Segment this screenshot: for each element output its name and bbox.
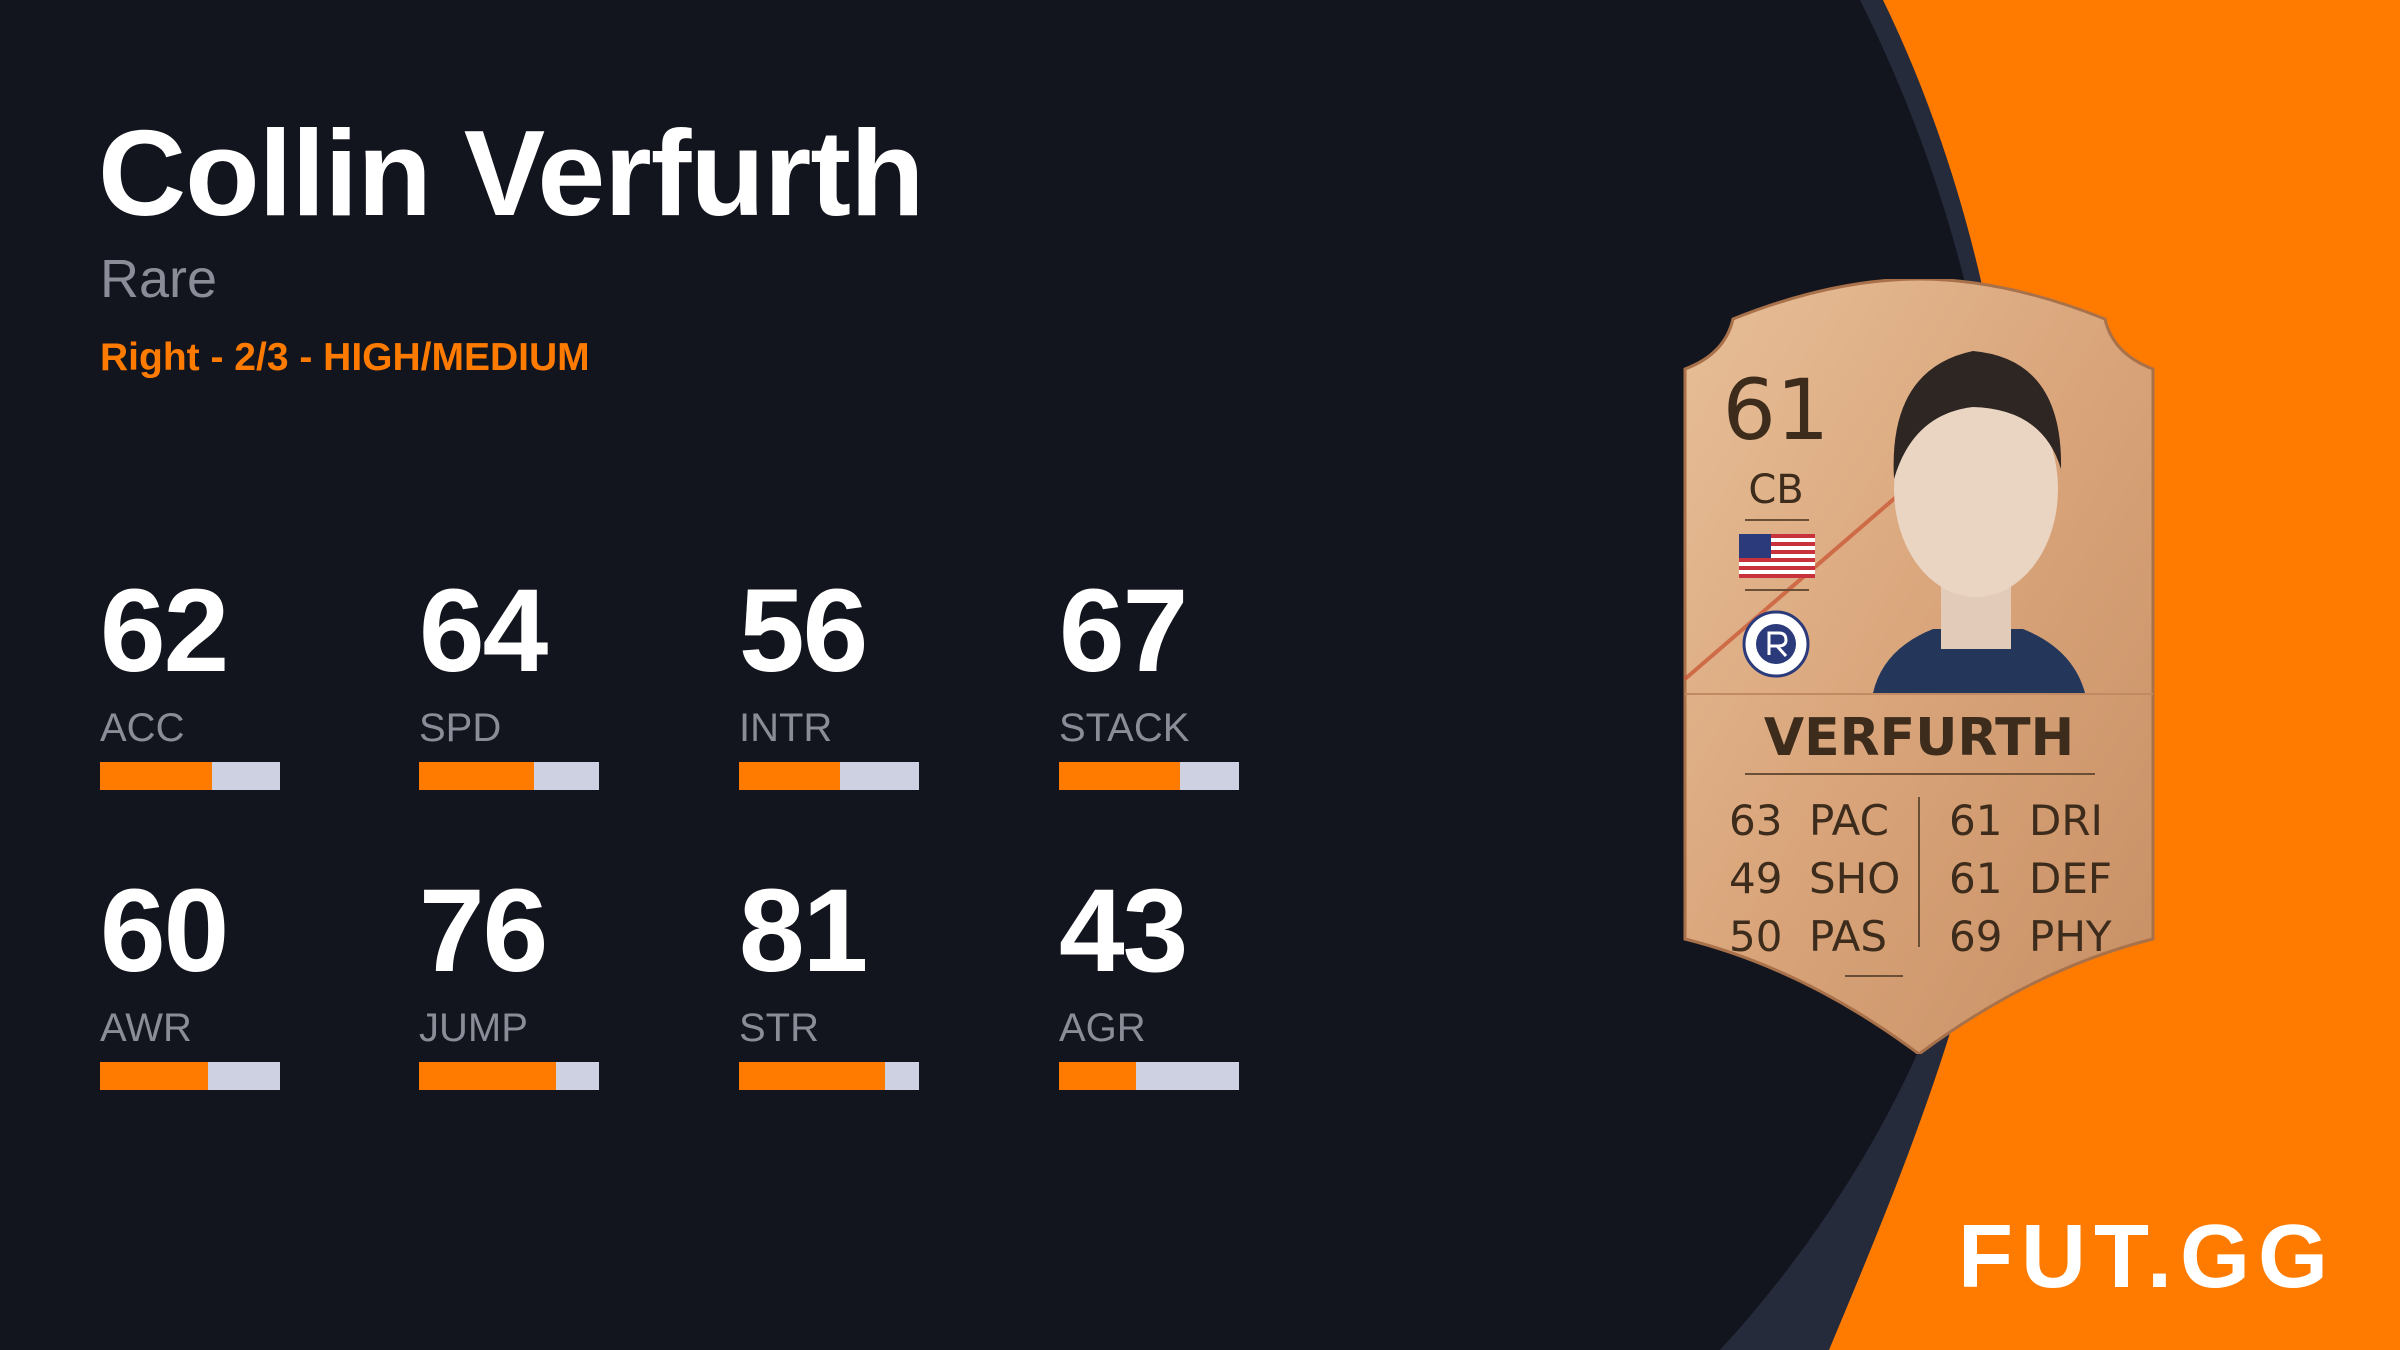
attribute-agr: 43 AGR	[1059, 872, 1259, 1090]
attribute-label: ACC	[100, 706, 185, 750]
attribute-bar-fill	[739, 762, 840, 790]
attribute-bar-fill	[419, 762, 535, 790]
attribute-value: 67	[1059, 565, 1188, 697]
card-stat-value: 49	[1729, 854, 1782, 903]
attribute-bar	[1059, 1062, 1239, 1090]
attribute-label: AWR	[100, 1006, 192, 1050]
card-stat-label: DEF	[2029, 854, 2112, 903]
card-rating: 61	[1723, 361, 1830, 459]
card-stat-label: SHO	[1809, 854, 1900, 903]
card-stat-value: 63	[1729, 796, 1782, 845]
attribute-value: 62	[100, 565, 229, 697]
attribute-bar	[100, 1062, 280, 1090]
attribute-intr: 56 INTR	[739, 572, 939, 790]
attribute-label: JUMP	[419, 1006, 528, 1050]
card-stat-value: 50	[1729, 912, 1782, 961]
attribute-label: INTR	[739, 706, 833, 750]
attribute-str: 81 STR	[739, 872, 939, 1090]
usa-flag-icon	[1739, 534, 1815, 578]
card-stat-label: DRI	[2029, 796, 2103, 845]
club-badge-icon	[1742, 610, 1810, 678]
attribute-bar	[739, 1062, 919, 1090]
player-rarity: Rare	[100, 249, 218, 309]
card-stat-label: PAS	[1809, 912, 1887, 961]
attribute-label: AGR	[1059, 1006, 1146, 1050]
attribute-stack: 67 STACK	[1059, 572, 1259, 790]
attribute-bar	[100, 762, 280, 790]
card-player-name: VERFURTH	[1764, 708, 2074, 768]
player-details: Right - 2/3 - HIGH/MEDIUM	[100, 336, 590, 379]
card-stat-value: 61	[1949, 796, 2002, 845]
attribute-bar	[1059, 762, 1239, 790]
attribute-bar-fill	[100, 1062, 208, 1090]
attribute-bar	[739, 762, 919, 790]
card-position: CB	[1748, 467, 1803, 513]
attribute-bar-fill	[1059, 762, 1180, 790]
attribute-bar-fill	[739, 1062, 885, 1090]
attribute-bar	[419, 1062, 599, 1090]
player-photo	[1873, 351, 2085, 693]
attribute-bar-fill	[419, 1062, 556, 1090]
player-name: Collin Verfurth	[98, 105, 924, 241]
card-stat-label: PHY	[2029, 912, 2112, 961]
attribute-bar-fill	[1059, 1062, 1137, 1090]
attribute-label: SPD	[419, 706, 502, 750]
attribute-bar-fill	[100, 762, 212, 790]
attribute-value: 56	[739, 565, 868, 697]
attribute-value: 81	[739, 865, 868, 997]
fut-gg-logo: FUT.GG	[1958, 1207, 2336, 1307]
attribute-awr: 60 AWR	[100, 872, 300, 1090]
card-stat-value: 61	[1949, 854, 2002, 903]
card-stat-label: PAC	[1809, 796, 1889, 845]
attribute-jump: 76 JUMP	[419, 872, 619, 1090]
attribute-value: 76	[419, 865, 548, 997]
attribute-label: STR	[739, 1006, 819, 1050]
card-stat-value: 69	[1949, 912, 2002, 961]
player-card: 61 CB VERFURTH 63 PAC 49 SHO 50 PAS 61 DRI 61 DEF…	[1683, 279, 2155, 1054]
attribute-value: 64	[419, 565, 548, 697]
attribute-value: 43	[1059, 865, 1188, 997]
attribute-label: STACK	[1059, 706, 1190, 750]
attribute-spd: 64 SPD	[419, 572, 619, 790]
attribute-value: 60	[100, 865, 229, 997]
attribute-acc: 62 ACC	[100, 572, 300, 790]
attribute-bar	[419, 762, 599, 790]
